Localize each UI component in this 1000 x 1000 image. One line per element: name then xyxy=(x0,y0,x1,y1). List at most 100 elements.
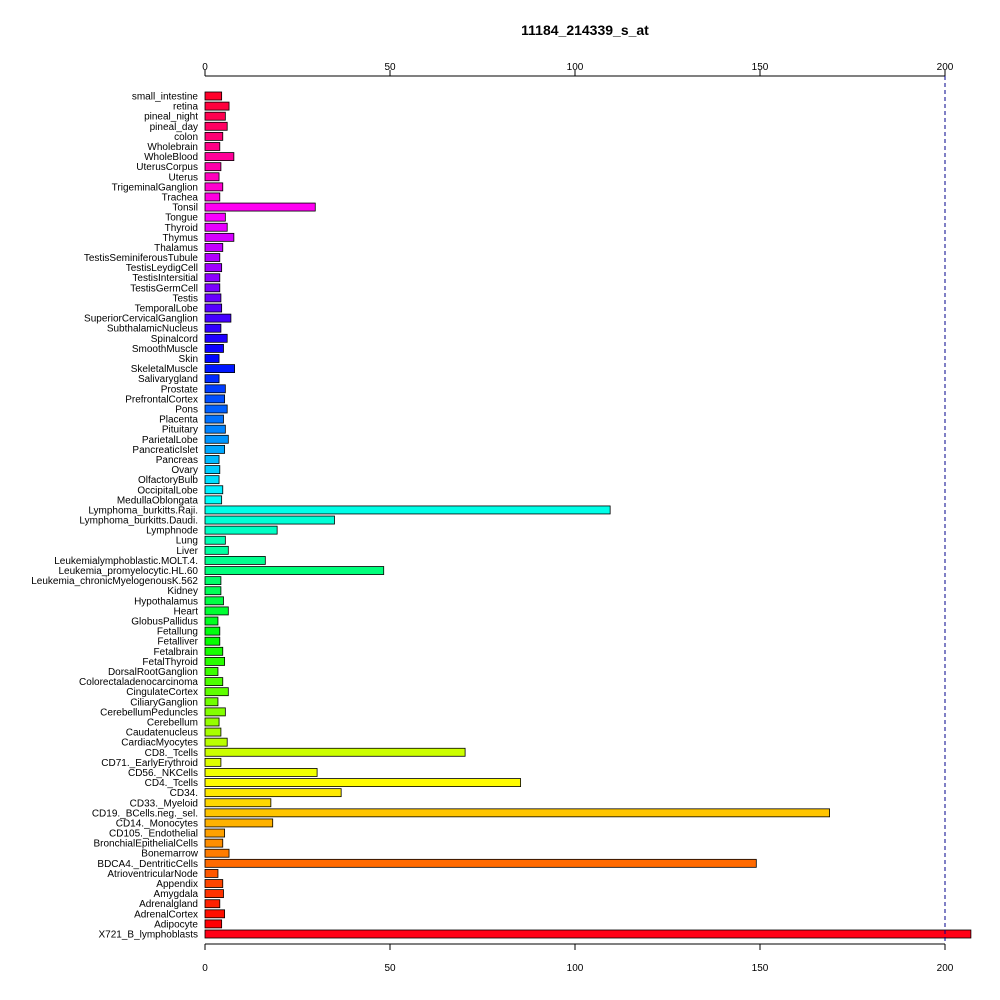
bar xyxy=(204,677,224,686)
bar xyxy=(204,768,318,777)
bar xyxy=(204,222,228,232)
bar xyxy=(204,899,221,909)
category-label: CingulateCortex xyxy=(126,687,198,698)
bar xyxy=(204,596,224,606)
bar xyxy=(204,798,272,808)
category-label: X721_B_lymphoblasts xyxy=(98,930,198,941)
x-tick-label: 50 xyxy=(384,62,396,73)
category-label: CD14._Monocytes xyxy=(116,818,198,829)
category-label: Hypothalamus xyxy=(134,596,198,607)
category-label: FetalThyroid xyxy=(142,657,198,668)
category-label: Lymphoma_burkitts.Raji. xyxy=(88,505,198,516)
category-label: SubthalamicNucleus xyxy=(107,324,198,335)
category-label: CD105._Endothelial xyxy=(109,829,198,840)
bar xyxy=(204,909,226,919)
bottom-axis: 0 50 100 150 200 xyxy=(202,943,954,974)
bar xyxy=(204,263,223,273)
bar xyxy=(204,131,224,141)
category-label: PancreaticIslet xyxy=(132,445,198,456)
bar xyxy=(204,818,274,828)
x-tick-label: 0 xyxy=(202,62,208,73)
category-label: Thalamus xyxy=(154,243,198,254)
bar xyxy=(204,606,229,616)
bar xyxy=(204,253,221,262)
bar xyxy=(204,374,220,384)
bar xyxy=(204,192,221,202)
bar xyxy=(204,667,219,676)
category-label: CD56._NKCells xyxy=(128,768,198,779)
bar xyxy=(204,212,226,222)
x-tick-label: 200 xyxy=(937,963,954,974)
category-label: retina xyxy=(173,102,198,113)
bar xyxy=(204,485,224,495)
category-label: Amygdala xyxy=(154,889,199,900)
category-label: small_intestine xyxy=(132,92,199,103)
bar xyxy=(204,515,335,525)
category-label: Fetalliver xyxy=(157,637,198,648)
bar xyxy=(204,293,222,303)
category-labels: small_intestineretinapineal_nightpineal_… xyxy=(31,92,199,941)
bar xyxy=(204,394,226,404)
category-label: TestisIntersitial xyxy=(132,273,198,284)
category-label: BDCA4._DentriticCells xyxy=(97,859,198,870)
category-label: CiliaryGanglion xyxy=(130,697,198,708)
category-label: AdrenalCortex xyxy=(134,909,198,920)
bar xyxy=(204,586,222,596)
x-tick-label: 150 xyxy=(752,62,769,73)
category-label: Testis xyxy=(172,293,198,304)
bar xyxy=(204,91,223,101)
category-label: DorsalRootGanglion xyxy=(108,667,198,678)
category-label: CD19._BCells.neg._sel. xyxy=(92,808,198,819)
bar xyxy=(204,152,235,161)
bar xyxy=(204,475,220,485)
category-label: Appendix xyxy=(156,879,198,890)
category-label: Liver xyxy=(176,546,198,557)
category-label: colon xyxy=(174,132,198,143)
category-label: Leukemialymphoblastic.MOLT.4. xyxy=(54,556,198,567)
category-label: Heart xyxy=(174,606,199,617)
bar xyxy=(204,121,228,131)
bar xyxy=(204,919,223,929)
bar xyxy=(204,657,226,666)
category-label: Kidney xyxy=(167,586,198,597)
category-label: CardiacMyocytes xyxy=(121,738,198,749)
bar xyxy=(204,727,222,737)
bars xyxy=(204,91,972,939)
bar xyxy=(204,172,220,182)
category-label: PrefrontalCortex xyxy=(125,394,198,405)
category-label: Lymphoma_burkitts.Daudi. xyxy=(79,516,198,527)
category-label: SuperiorCervicalGanglion xyxy=(84,314,198,325)
bar xyxy=(204,162,222,172)
category-label: OlfactoryBulb xyxy=(138,475,198,486)
bar xyxy=(204,828,226,838)
bar xyxy=(204,545,229,555)
bar xyxy=(204,142,221,151)
category-label: Thyroid xyxy=(165,223,198,234)
category-label: TemporalLobe xyxy=(135,304,199,315)
bar xyxy=(204,434,229,444)
bar xyxy=(204,747,466,757)
category-label: Lung xyxy=(176,536,198,547)
bar xyxy=(204,455,220,464)
bar xyxy=(204,344,224,353)
bar xyxy=(204,354,220,363)
category-label: Placenta xyxy=(159,415,198,426)
category-label: Wholebrain xyxy=(147,142,198,153)
category-label: Colorectaladenocarcinoma xyxy=(79,677,198,688)
x-tick-label: 100 xyxy=(567,62,584,73)
category-label: MedullaOblongata xyxy=(117,495,199,506)
bar xyxy=(204,858,757,868)
category-label: pineal_night xyxy=(144,112,198,123)
bar xyxy=(204,283,221,293)
chart-title: 11184_214339_s_at xyxy=(521,22,649,38)
bar xyxy=(204,525,278,535)
bar xyxy=(204,505,611,515)
category-label: Spinalcord xyxy=(151,334,198,345)
category-label: Cerebellum xyxy=(147,717,198,728)
bar xyxy=(204,182,224,192)
category-label: SmoothMuscle xyxy=(132,344,199,355)
category-label: Pons xyxy=(175,404,198,415)
category-label: Lymphnode xyxy=(146,526,198,537)
bar xyxy=(204,879,224,888)
bar xyxy=(204,869,219,878)
